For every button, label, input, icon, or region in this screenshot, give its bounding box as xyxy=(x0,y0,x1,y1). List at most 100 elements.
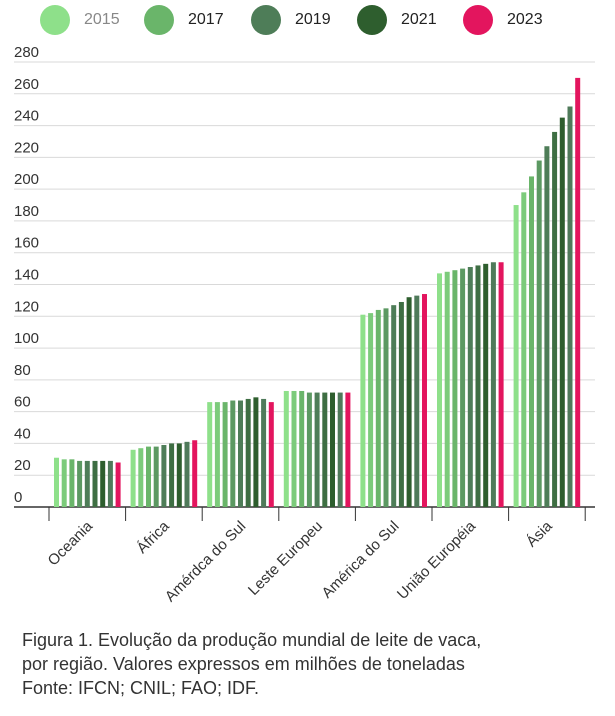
bar-2023 xyxy=(192,440,198,507)
bar-2017 xyxy=(146,446,151,507)
bar-2022 xyxy=(337,392,343,507)
bar-2019 xyxy=(84,460,90,507)
bar-2020 xyxy=(169,443,175,507)
bar-2023 xyxy=(575,77,581,508)
bar-2023 xyxy=(115,462,121,507)
y-tick-label: 80 xyxy=(14,362,31,379)
bar-2019 xyxy=(161,445,167,507)
bar-2020 xyxy=(92,460,98,507)
x-category-label: Amérdca do Sul xyxy=(162,518,249,605)
bar-2021 xyxy=(100,460,106,507)
bar-2015 xyxy=(513,205,519,508)
bar-2020 xyxy=(245,398,251,507)
bar-2017 xyxy=(299,390,305,507)
x-category-label: África xyxy=(134,517,174,557)
bar-2021 xyxy=(253,397,259,507)
bar-2018 xyxy=(536,160,542,508)
y-tick-label: 220 xyxy=(14,139,39,156)
y-tick-label: 0 xyxy=(14,489,22,506)
legend-item-2019: 2019 xyxy=(251,5,331,35)
legend-swatch-2021 xyxy=(357,5,387,35)
legend-swatch-2023 xyxy=(463,5,493,35)
y-tick-label: 140 xyxy=(14,267,39,284)
bar-2015 xyxy=(207,402,213,507)
bar-2021 xyxy=(483,263,489,507)
legend-swatch-2017 xyxy=(144,5,174,35)
bar-chart: 280260240220200180160140120100806040200O… xyxy=(14,44,595,605)
legend-item-2015: 2015 xyxy=(40,5,120,35)
bar-2023 xyxy=(268,402,274,507)
x-category-label: Leste Europeu xyxy=(245,518,326,599)
y-tick-label: 180 xyxy=(14,203,39,220)
bar-2015 xyxy=(283,390,289,507)
bar-2017 xyxy=(69,459,75,507)
y-tick-label: 120 xyxy=(14,298,39,315)
bar-2023 xyxy=(345,392,351,507)
legend-label-2019: 2019 xyxy=(295,11,331,28)
bar-2015 xyxy=(130,449,136,507)
y-tick-label: 20 xyxy=(14,457,31,474)
legend-label-2023: 2023 xyxy=(507,11,543,28)
legend-label-2021: 2021 xyxy=(401,11,437,28)
bar-2021 xyxy=(406,297,412,507)
y-tick-label: 240 xyxy=(14,108,39,125)
legend: 2015 2017 2019 2021 2023 xyxy=(0,0,615,40)
bar-2022 xyxy=(184,441,190,507)
bar-2018 xyxy=(230,400,236,507)
x-category-label: Ásia xyxy=(523,517,556,550)
figure-caption: Figura 1. Evolução da produção mundial d… xyxy=(22,628,612,700)
legend-swatch-2019 xyxy=(251,5,281,35)
bar-2017 xyxy=(452,270,458,507)
bar-2020 xyxy=(398,301,404,507)
bar-2015 xyxy=(54,457,59,507)
bar-2022 xyxy=(490,262,496,507)
bar-2016 xyxy=(368,313,374,507)
bar-2021 xyxy=(176,443,182,507)
caption-line-1: Figura 1. Evolução da produção mundial d… xyxy=(22,630,482,650)
bar-2018 xyxy=(383,308,389,507)
bar-2016 xyxy=(291,390,297,507)
bar-2018 xyxy=(153,446,159,507)
bar-2020 xyxy=(552,131,558,507)
legend-label-2017: 2017 xyxy=(188,11,224,28)
bar-2016 xyxy=(521,192,527,508)
bar-2020 xyxy=(475,265,481,507)
bar-2022 xyxy=(414,295,420,507)
caption-line-3: Fonte: IFCN; CNIL; FAO; IDF. xyxy=(22,678,260,698)
bar-2015 xyxy=(360,314,366,507)
bar-2016 xyxy=(444,271,450,507)
bar-2018 xyxy=(306,392,312,507)
bar-2018 xyxy=(460,268,466,507)
x-category-label: América do Sul xyxy=(319,518,403,602)
y-tick-label: 280 xyxy=(14,44,39,61)
bar-2022 xyxy=(107,460,113,507)
bar-2019 xyxy=(391,305,397,507)
legend-label-2015: 2015 xyxy=(84,11,120,28)
x-category-label: Oceania xyxy=(45,517,97,569)
bar-2018 xyxy=(77,460,83,507)
y-tick-label: 260 xyxy=(14,76,39,93)
caption-line-2: por região. Valores expressos em milhões… xyxy=(22,654,465,674)
bar-2023 xyxy=(422,294,427,507)
y-tick-label: 160 xyxy=(14,235,39,252)
y-tick-label: 60 xyxy=(14,394,31,411)
legend-swatch-2015 xyxy=(40,5,70,35)
bar-2019 xyxy=(238,400,243,507)
x-category-label: União Européia xyxy=(394,517,480,603)
bar-2019 xyxy=(314,392,320,507)
legend-item-2017: 2017 xyxy=(144,5,224,35)
y-tick-label: 200 xyxy=(14,171,39,188)
bar-2016 xyxy=(61,459,67,507)
bar-2017 xyxy=(375,309,381,507)
legend-item-2021: 2021 xyxy=(357,5,437,35)
bar-2017 xyxy=(222,402,228,507)
bar-2020 xyxy=(322,392,328,507)
y-tick-label: 40 xyxy=(14,425,31,442)
bar-2021 xyxy=(330,392,335,507)
legend-item-2023: 2023 xyxy=(463,5,543,35)
bar-2023 xyxy=(498,262,504,507)
bar-2022 xyxy=(567,106,573,507)
bar-2016 xyxy=(214,402,220,507)
y-tick-label: 100 xyxy=(14,330,39,347)
bar-2019 xyxy=(544,146,550,507)
